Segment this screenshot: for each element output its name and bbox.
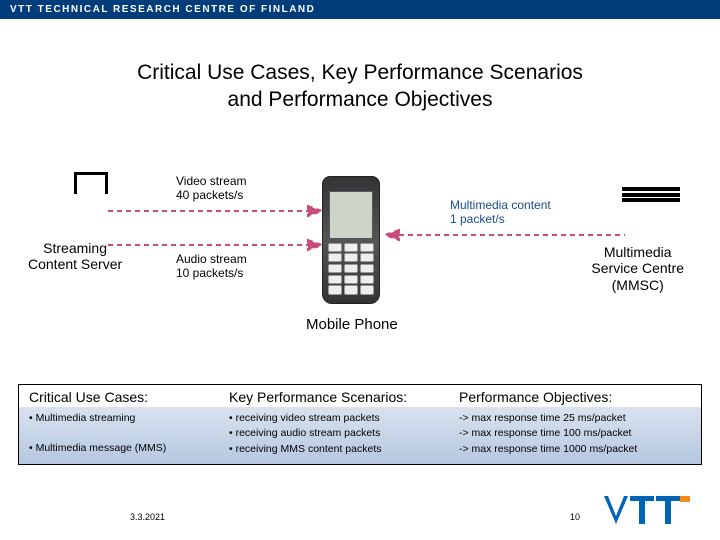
table-header-row: Critical Use Cases: Key Performance Scen… bbox=[19, 385, 701, 407]
usecases-cell: • Multimedia streaming • Multimedia mess… bbox=[29, 411, 229, 458]
page-number: 10 bbox=[570, 512, 580, 522]
video-arrow bbox=[108, 202, 328, 220]
col-header-usecases: Critical Use Cases: bbox=[29, 389, 229, 405]
audio-stream-label: Audio stream 10 packets/s bbox=[176, 252, 247, 281]
title-line-2: and Performance Objectives bbox=[228, 88, 493, 111]
col-header-objectives: Performance Objectives: bbox=[459, 389, 691, 405]
audio-arrow bbox=[108, 236, 328, 254]
col-header-scenarios: Key Performance Scenarios: bbox=[229, 389, 459, 405]
summary-table: Critical Use Cases: Key Performance Scen… bbox=[18, 384, 702, 465]
org-header: VTT TECHNICAL RESEARCH CENTRE OF FINLAND bbox=[0, 0, 720, 19]
phone-icon bbox=[322, 176, 380, 304]
objectives-cell: -> max response time 25 ms/packet -> max… bbox=[459, 411, 691, 458]
phone-label: Mobile Phone bbox=[306, 316, 398, 333]
scenarios-cell: • receiving video stream packets • recei… bbox=[229, 411, 459, 458]
vtt-logo bbox=[602, 494, 692, 528]
title-line-1: Critical Use Cases, Key Performance Scen… bbox=[137, 61, 583, 84]
mmsc-icon bbox=[622, 186, 680, 204]
table-body-row: • Multimedia streaming • Multimedia mess… bbox=[19, 407, 701, 464]
mmsc-label: Multimedia Service Centre (MMSC) bbox=[591, 244, 684, 294]
phone-screen-icon bbox=[329, 191, 373, 239]
mms-arrow bbox=[385, 226, 625, 244]
slide-title: Critical Use Cases, Key Performance Scen… bbox=[0, 59, 720, 114]
footer: 3.3.2021 10 bbox=[0, 500, 720, 530]
footer-date: 3.3.2021 bbox=[130, 512, 165, 522]
diagram-area: Video stream 40 packets/s Audio stream 1… bbox=[0, 144, 720, 384]
mm-content-label: Multimedia content 1 packet/s bbox=[450, 198, 551, 227]
video-stream-label: Video stream 40 packets/s bbox=[176, 174, 246, 203]
phone-keypad-icon bbox=[328, 243, 374, 295]
server-icon bbox=[74, 172, 108, 194]
